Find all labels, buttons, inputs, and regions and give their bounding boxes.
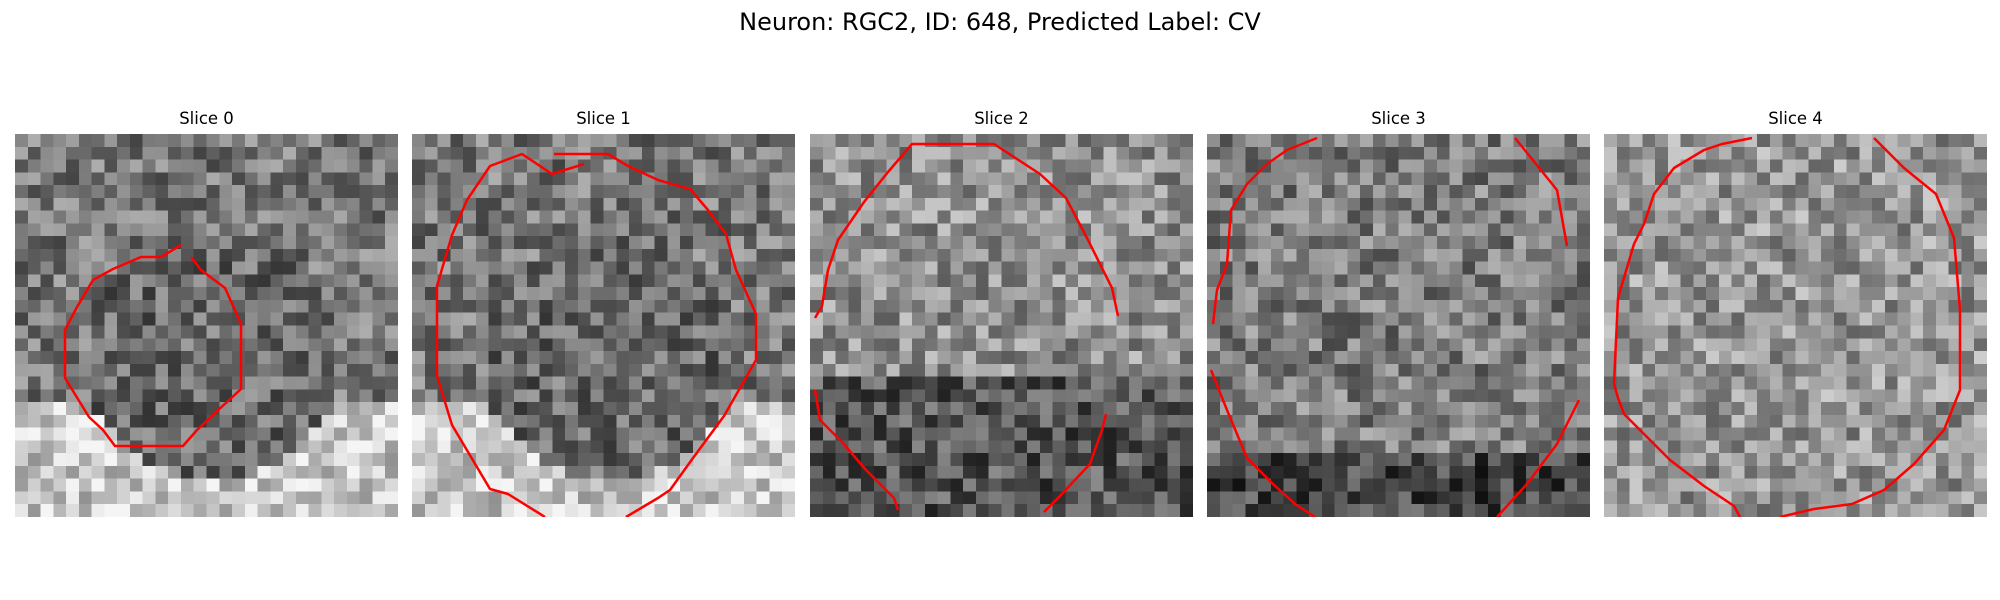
slice-2-image (810, 134, 1193, 517)
slice-1-contour (435, 152, 758, 517)
slice-1-image (412, 134, 795, 517)
slice-4-title: Slice 4 (1768, 109, 1823, 128)
slice-0-title: Slice 0 (179, 109, 234, 128)
slice-1-title: Slice 1 (576, 109, 631, 128)
slice-4-contour (1612, 136, 1962, 517)
slice-2-title: Slice 2 (974, 109, 1029, 128)
slice-2-contour (813, 142, 1120, 513)
figure-title: Neuron: RGC2, ID: 648, Predicted Label: … (739, 8, 1261, 36)
slice-3-image (1207, 134, 1590, 517)
slice-0-image (15, 134, 398, 517)
slice-0-contour (63, 243, 243, 448)
slice-3-title: Slice 3 (1371, 109, 1426, 128)
slice-3-contour (1209, 136, 1581, 517)
